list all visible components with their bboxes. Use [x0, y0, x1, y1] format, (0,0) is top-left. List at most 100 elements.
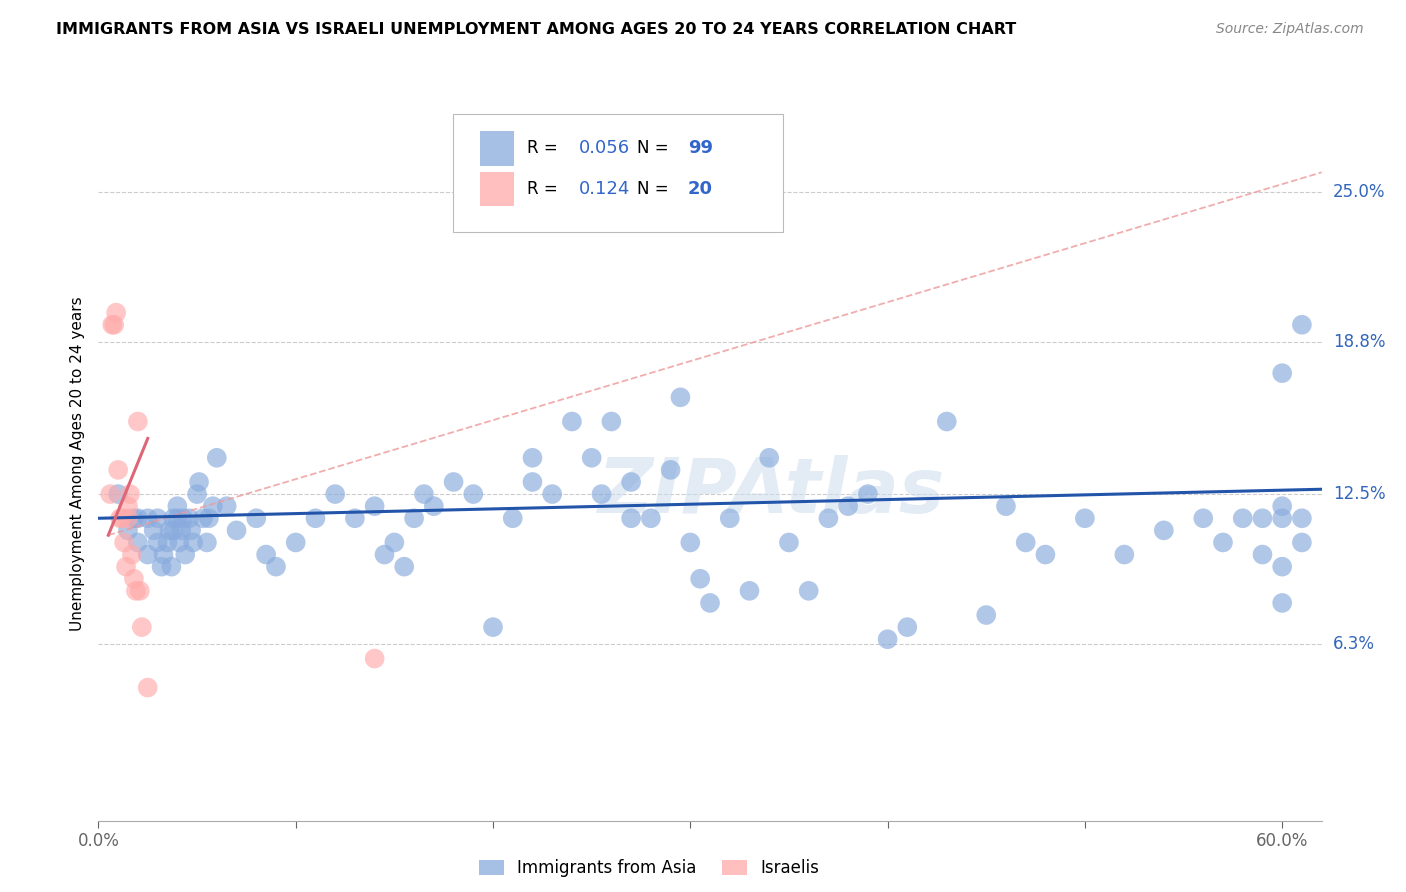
Point	[166, 499, 188, 513]
Point	[373, 548, 395, 562]
Point	[146, 535, 169, 549]
Point	[284, 535, 307, 549]
Point	[689, 572, 711, 586]
Point	[127, 511, 149, 525]
Point	[1153, 524, 1175, 538]
Point	[413, 487, 436, 501]
Point	[159, 524, 181, 538]
Point	[170, 524, 193, 538]
Point	[1212, 535, 1234, 549]
Point	[522, 450, 544, 465]
Point	[1015, 535, 1038, 549]
Text: ZIPAtlas: ZIPAtlas	[598, 456, 945, 529]
Text: 99: 99	[688, 139, 713, 157]
Legend: Immigrants from Asia, Israelis: Immigrants from Asia, Israelis	[472, 853, 825, 884]
Point	[1114, 548, 1136, 562]
Point	[98, 487, 121, 501]
Point	[160, 559, 183, 574]
Point	[128, 583, 150, 598]
Point	[502, 511, 524, 525]
Point	[169, 535, 191, 549]
Point	[758, 450, 780, 465]
Point	[876, 632, 898, 647]
Point	[101, 318, 124, 332]
Text: 0.124: 0.124	[579, 180, 630, 198]
Point	[837, 499, 859, 513]
Point	[198, 511, 221, 525]
Point	[162, 511, 184, 525]
Point	[659, 463, 682, 477]
Point	[136, 681, 159, 695]
Text: 18.8%: 18.8%	[1333, 333, 1385, 351]
Point	[142, 524, 165, 538]
Point	[174, 548, 197, 562]
Point	[935, 415, 957, 429]
Text: 25.0%: 25.0%	[1333, 183, 1385, 201]
Point	[1251, 511, 1274, 525]
Point	[343, 511, 366, 525]
FancyBboxPatch shape	[453, 114, 783, 232]
Point	[201, 499, 224, 513]
Point	[363, 651, 385, 665]
Point	[103, 318, 125, 332]
Point	[225, 524, 247, 538]
Point	[105, 306, 128, 320]
Point	[180, 524, 202, 538]
Point	[482, 620, 505, 634]
Text: R =: R =	[526, 180, 562, 198]
Point	[264, 559, 287, 574]
Point	[797, 583, 820, 598]
FancyBboxPatch shape	[479, 131, 515, 166]
Point	[404, 511, 426, 525]
Point	[191, 511, 214, 525]
Point	[1192, 511, 1215, 525]
Point	[392, 559, 416, 574]
Point	[817, 511, 839, 525]
Y-axis label: Unemployment Among Ages 20 to 24 years: Unemployment Among Ages 20 to 24 years	[69, 296, 84, 632]
Point	[195, 535, 218, 549]
Point	[620, 475, 643, 489]
Point	[699, 596, 721, 610]
Point	[581, 450, 603, 465]
Point	[254, 548, 277, 562]
Point	[591, 487, 613, 501]
Point	[463, 487, 485, 501]
Point	[1291, 535, 1313, 549]
Point	[215, 499, 238, 513]
Point	[125, 583, 148, 598]
Point	[136, 548, 159, 562]
Point	[443, 475, 465, 489]
Point	[117, 499, 139, 513]
Point	[561, 415, 583, 429]
Text: N =: N =	[637, 180, 673, 198]
Point	[1271, 499, 1294, 513]
Point	[1074, 511, 1097, 525]
Point	[166, 511, 188, 525]
Point	[994, 499, 1017, 513]
Point	[122, 511, 145, 525]
Point	[1271, 596, 1294, 610]
Point	[152, 548, 174, 562]
Point	[1232, 511, 1254, 525]
Point	[363, 499, 385, 513]
Point	[111, 511, 134, 525]
Text: 6.3%: 6.3%	[1333, 635, 1375, 653]
Point	[121, 548, 143, 562]
FancyBboxPatch shape	[479, 172, 515, 206]
Point	[382, 535, 405, 549]
Point	[118, 487, 141, 501]
Point	[117, 511, 139, 525]
Point	[679, 535, 702, 549]
Point	[1271, 366, 1294, 380]
Point	[778, 535, 800, 549]
Point	[620, 511, 643, 525]
Point	[205, 450, 228, 465]
Point	[150, 559, 173, 574]
Point	[117, 524, 139, 538]
Text: IMMIGRANTS FROM ASIA VS ISRAELI UNEMPLOYMENT AMONG AGES 20 TO 24 YEARS CORRELATI: IMMIGRANTS FROM ASIA VS ISRAELI UNEMPLOY…	[56, 22, 1017, 37]
Point	[896, 620, 918, 634]
Point	[1291, 318, 1313, 332]
Text: 12.5%: 12.5%	[1333, 485, 1385, 503]
Point	[162, 524, 184, 538]
Point	[127, 535, 149, 549]
